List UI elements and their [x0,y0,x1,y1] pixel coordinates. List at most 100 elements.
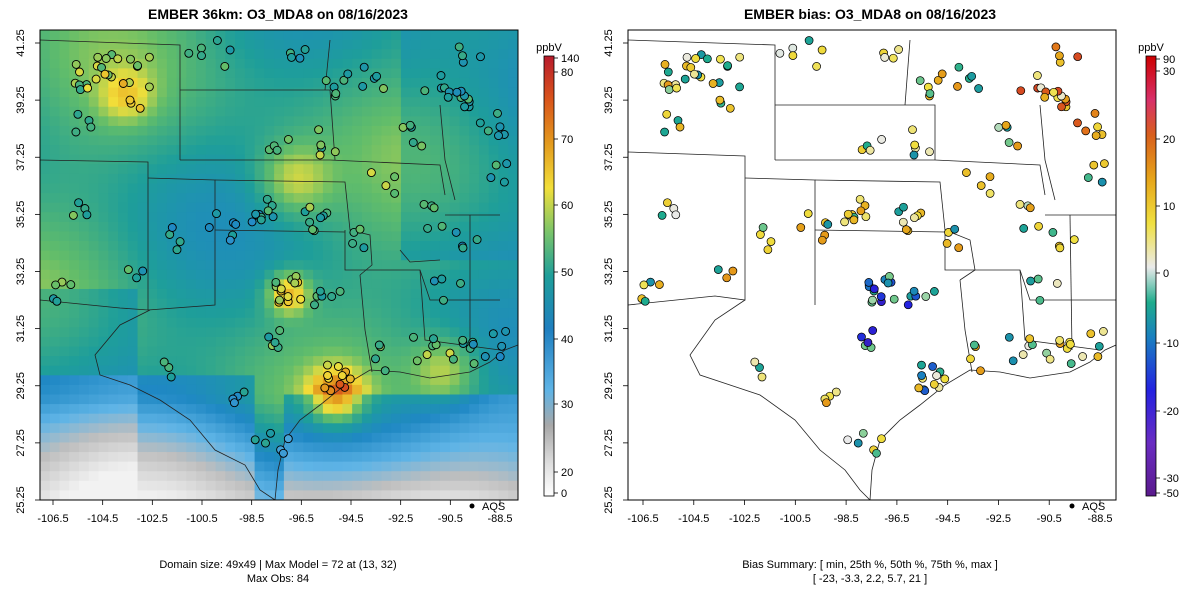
model-grid-cell [137,423,148,434]
model-grid-cell [137,375,148,386]
model-grid-cell [264,68,275,79]
model-grid-cell [352,97,363,108]
model-grid-cell [430,58,441,69]
model-grid-cell [391,384,402,396]
model-grid-cell [79,471,90,482]
model-grid-cell [332,490,344,500]
model-grid-cell [147,336,158,348]
model-grid-cell [371,260,383,271]
model-grid-cell [79,269,90,280]
model-grid-cell [166,202,178,213]
model-grid-cell [147,356,158,367]
model-grid-cell [176,135,187,146]
model-grid-cell [469,125,480,137]
model-grid-cell [342,336,353,348]
model-grid-cell [108,404,119,415]
right-bias-point [1055,335,1064,345]
model-grid-cell [264,308,275,319]
model-grid-cell [488,471,500,482]
model-grid-cell [498,193,509,204]
model-grid-cell [283,365,295,376]
model-grid-cell [137,298,148,309]
left-station-point [451,227,461,237]
left-station-point [390,172,400,182]
left-station-point [379,84,388,93]
model-grid-cell [352,288,363,300]
model-grid-cell [400,260,412,271]
model-grid-cell [459,135,470,146]
model-grid-cell [215,183,226,194]
model-grid-cell [49,404,61,415]
model-grid-cell [157,135,168,146]
model-grid-cell [108,212,119,223]
left-station-point [499,177,509,187]
model-grid-cell [244,125,256,137]
model-grid-cell [293,221,304,233]
model-grid-cell [439,269,451,280]
model-grid-cell [127,356,139,367]
model-grid-cell [225,241,236,252]
model-grid-cell [186,97,197,108]
right-bias-point [929,379,939,389]
model-grid-cell [352,356,363,367]
model-grid-cell [313,452,324,463]
model-grid-cell [235,97,246,108]
model-grid-cell [244,77,256,89]
model-grid-cell [235,183,246,194]
model-grid-cell [420,241,431,252]
model-grid-cell [79,183,90,194]
right-x-tick-label: -94.5 [935,513,960,525]
model-grid-cell [410,452,422,463]
model-grid-cell [166,68,178,79]
model-grid-cell [254,356,265,367]
model-grid-cell [459,250,470,261]
model-grid-cell [166,452,178,463]
model-grid-cell [166,471,178,482]
model-grid-cell [254,87,265,98]
model-grid-cell [439,173,451,185]
left-station-point [250,435,260,445]
model-grid-cell [98,49,109,60]
model-grid-cell [186,260,197,271]
model-grid-cell [98,336,109,348]
model-grid-cell [176,308,187,319]
model-grid-cell [313,58,324,69]
right-bias-point [855,194,865,204]
model-grid-cell [98,250,109,261]
model-grid-cell [420,317,431,328]
model-grid-cell [332,116,344,127]
model-grid-cell [196,423,207,434]
model-grid-cell [361,30,373,41]
model-grid-cell [254,298,265,309]
model-grid-cell [147,173,158,185]
model-grid-cell [264,404,275,415]
right-bias-point [682,52,692,62]
left-y-tick-label: 39.25 [15,86,27,114]
model-grid-cell [391,202,402,213]
model-grid-cell [303,365,314,376]
left-station-point [452,87,462,97]
model-grid-cell [459,442,470,453]
model-grid-cell [40,432,51,444]
model-grid-cell [498,365,509,376]
model-grid-cell [400,279,412,290]
model-grid-cell [127,58,139,69]
model-grid-cell [49,461,61,472]
model-grid-cell [196,375,207,386]
model-grid-cell [225,471,236,482]
model-grid-cell [361,346,373,357]
model-grid-cell [108,173,119,185]
model-grid-cell [59,288,70,300]
right-bias-point [953,82,962,91]
model-grid-cell [88,260,100,271]
model-grid-cell [137,212,148,223]
model-grid-cell [381,442,392,453]
model-grid-cell [108,221,119,233]
model-grid-cell [215,231,226,242]
model-grid-cell [196,452,207,463]
left-station-point [335,286,345,296]
model-grid-cell [205,394,217,405]
model-grid-cell [49,145,61,156]
model-grid-cell [283,356,295,367]
model-grid-cell [137,279,148,290]
